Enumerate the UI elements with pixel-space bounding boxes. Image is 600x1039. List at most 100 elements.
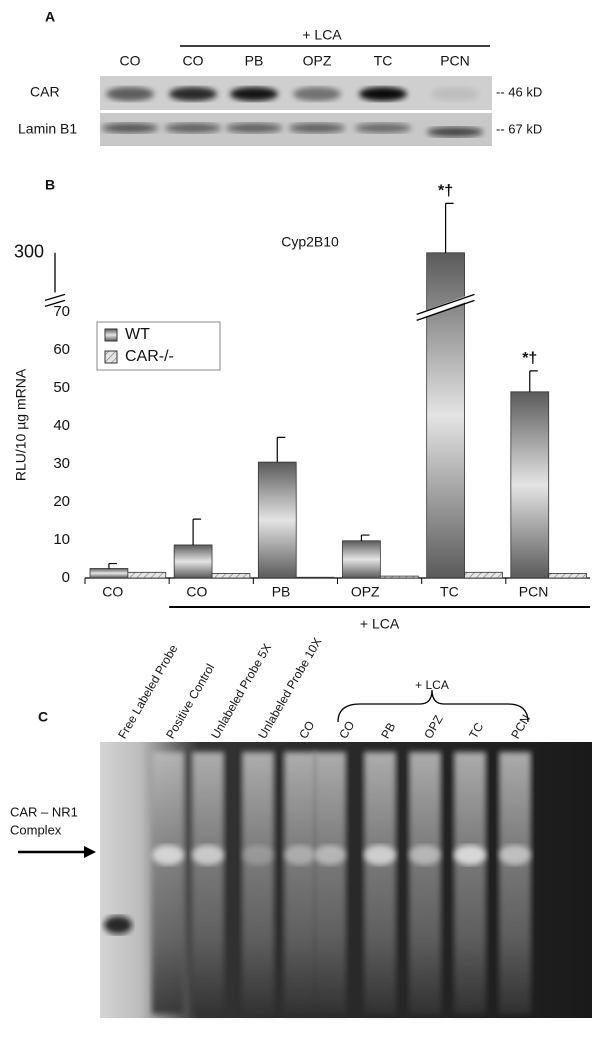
bar	[173, 544, 213, 579]
complex-band	[499, 845, 531, 865]
lane-label: TC	[466, 720, 486, 741]
blot-band	[427, 127, 483, 137]
panel-label: C	[38, 709, 48, 725]
x-tick-label: PB	[272, 584, 291, 600]
lane-label: CO	[120, 53, 141, 69]
lane-label: TC	[374, 53, 393, 69]
blot-band	[165, 123, 221, 133]
error-bar	[445, 202, 454, 253]
annotation: *†	[522, 350, 537, 367]
blot-band	[289, 123, 345, 133]
bar	[295, 576, 335, 579]
gel-lane	[364, 752, 396, 1014]
x-tick-label: CO	[186, 584, 207, 600]
bar-break-line	[416, 293, 475, 316]
y-tick-label: 70	[53, 303, 70, 320]
arrow-label: CAR – NR1	[10, 804, 78, 819]
x-tick-label: TC	[440, 584, 459, 600]
blot-band	[226, 123, 282, 133]
bar	[548, 573, 587, 579]
gel-lane	[192, 752, 224, 1014]
gel-lane	[454, 752, 486, 1014]
group-label: + LCA	[415, 678, 449, 692]
lane-label: PCN	[508, 712, 533, 741]
group-label: + LCA	[302, 27, 342, 43]
legend-label: WT	[125, 326, 150, 343]
bar	[379, 575, 419, 579]
panel-label: A	[45, 9, 55, 25]
lane-label: PCN	[440, 53, 470, 69]
blot-band	[230, 87, 278, 101]
error-bar	[276, 436, 286, 463]
blot-band	[106, 87, 154, 101]
y-axis-label: RLU/10 µg mRNA	[13, 368, 29, 481]
x-tick-label: OPZ	[351, 584, 380, 600]
bar	[464, 571, 503, 579]
row-label: Lamin B1	[18, 121, 77, 137]
free-probe	[104, 916, 132, 934]
bar	[510, 391, 550, 579]
axis-break	[44, 293, 66, 302]
y-tick-label: 10	[53, 531, 70, 548]
row-label: CAR	[30, 84, 60, 100]
y-tick-label: 50	[53, 379, 70, 396]
x-tick-label: CO	[102, 584, 123, 600]
lane-label: PB	[378, 720, 398, 741]
gel-lane	[499, 752, 531, 1014]
marker-label: -- 67 kD	[496, 121, 542, 136]
error-bar	[108, 562, 117, 569]
marker-label: -- 46 kD	[496, 84, 542, 99]
complex-band	[152, 845, 184, 865]
lane-label: OPZ	[303, 53, 332, 69]
bar	[342, 540, 381, 579]
y-tick-label: 40	[53, 417, 70, 434]
y-tick-label: 300	[14, 242, 44, 262]
complex-band	[284, 845, 316, 865]
lane-label: CO	[296, 718, 317, 741]
error-bar	[529, 370, 538, 392]
blot-band	[355, 123, 411, 133]
bar	[257, 461, 297, 579]
gel-lane	[314, 752, 346, 1014]
chart-title: Cyp2B10	[281, 234, 339, 250]
annotation: *†	[438, 183, 453, 200]
blot-band	[102, 123, 158, 133]
blot-band	[431, 87, 479, 101]
bar	[211, 573, 251, 579]
y-tick-label: 30	[53, 455, 70, 472]
complex-band	[242, 845, 274, 865]
complex-band	[192, 845, 224, 865]
gel-lane	[242, 752, 274, 1014]
arrow-head	[84, 846, 96, 858]
lane-label: OPZ	[421, 713, 445, 741]
y-tick-label: 60	[53, 341, 70, 358]
blot-band	[169, 87, 217, 101]
panel-label: B	[45, 177, 55, 193]
error-bar	[192, 518, 202, 545]
gel-lane	[284, 752, 316, 1014]
bar-break-line	[416, 299, 475, 322]
legend-swatch	[104, 350, 118, 364]
arrow-label: Complex	[10, 822, 62, 837]
axis-break	[44, 299, 66, 308]
x-group-label: + LCA	[360, 616, 400, 632]
blot-band	[359, 87, 407, 101]
complex-band	[454, 845, 486, 865]
gel-lane	[152, 752, 184, 1014]
bracket	[337, 689, 529, 723]
gel-lane	[409, 752, 441, 1014]
lane-label: PB	[245, 53, 264, 69]
x-tick-label: PCN	[519, 584, 549, 600]
y-tick-label: 20	[53, 493, 70, 510]
lane-label: Positive Control	[163, 661, 217, 741]
complex-band	[314, 845, 346, 865]
y-tick-label: 0	[62, 569, 70, 586]
blot-band	[293, 87, 341, 101]
bar	[127, 571, 167, 579]
lane-label: CO	[336, 718, 357, 741]
complex-band	[364, 845, 396, 865]
lane-label: CO	[183, 53, 204, 69]
legend-label: CAR-/-	[125, 348, 174, 365]
